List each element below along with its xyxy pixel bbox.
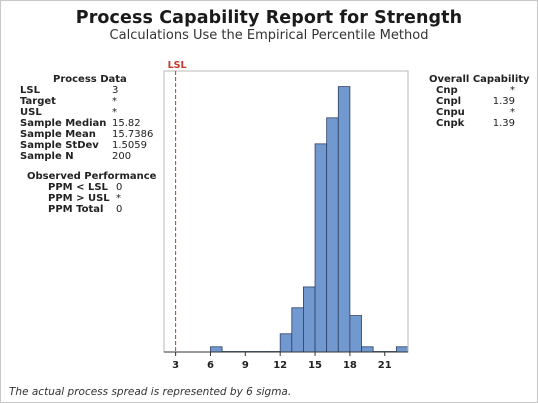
x-tick-label: 9 — [242, 360, 249, 371]
process-data-value: * — [112, 96, 117, 107]
x-tick-label: 12 — [273, 360, 287, 371]
histogram-bar — [210, 346, 223, 353]
observed-performance-label: PPM < LSL — [48, 182, 108, 193]
x-axis: 3 6 9 12 15 18 21 — [164, 351, 408, 371]
process-data-label: Sample Mean — [20, 129, 96, 140]
overall-capability-label: Cnpl — [436, 96, 462, 107]
overall-capability-label: Cnpk — [436, 118, 465, 129]
reference-lines: LSL — [168, 60, 187, 352]
observed-performance-value: * — [116, 193, 121, 204]
x-tick-label: 3 — [172, 360, 179, 371]
overall-capability-label: Cnp — [436, 85, 458, 96]
process-data-value: 1.5059 — [112, 140, 147, 151]
report-title: Process Capability Report for Strength — [75, 8, 463, 28]
lsl-label: LSL — [168, 60, 187, 71]
process-data-value: 3 — [112, 85, 119, 96]
process-data-label: LSL — [20, 85, 40, 96]
footnote: The actual process spread is represented… — [9, 386, 292, 398]
overall-capability-value: 1.39 — [492, 118, 515, 129]
observed-performance-value: 0 — [116, 204, 123, 215]
overall-capability-value: 1.39 — [492, 96, 515, 107]
process-data-value: 200 — [112, 151, 132, 162]
process-data-label: Sample N — [20, 151, 74, 162]
histogram-bar — [361, 346, 374, 353]
process-data-label: Sample Median — [20, 118, 107, 129]
process-data-label: Sample StDev — [20, 140, 99, 151]
x-tick-label: 6 — [207, 360, 214, 371]
overall-capability-label: Cnpu — [436, 107, 465, 118]
report-subtitle: Calculations Use the Empirical Percentil… — [109, 28, 429, 43]
histogram-bar — [337, 86, 351, 353]
histogram-bar — [279, 333, 293, 353]
overall-capability-heading: Overall Capability — [429, 74, 530, 85]
histogram-bar — [349, 315, 362, 353]
x-tick-label: 18 — [343, 360, 357, 371]
observed-performance-label: PPM Total — [48, 204, 104, 215]
x-tick-label: 21 — [378, 360, 392, 371]
observed-performance-heading: Observed Performance — [27, 171, 157, 182]
process-data-label: USL — [20, 107, 42, 118]
process-data-value: * — [112, 107, 117, 118]
process-data-heading: Process Data — [53, 74, 127, 85]
x-tick-label: 15 — [308, 360, 322, 371]
process-data-value: 15.82 — [112, 118, 141, 129]
histogram-bar — [291, 307, 304, 353]
observed-performance-value: 0 — [116, 182, 123, 193]
plot-frame — [163, 70, 409, 353]
histogram-bar — [395, 346, 409, 353]
histogram-bar — [314, 143, 328, 353]
overall-capability-value: * — [510, 107, 515, 118]
observed-performance-label: PPM > USL — [48, 193, 110, 204]
histogram-bar — [303, 286, 316, 353]
overall-capability-value: * — [510, 85, 515, 96]
histogram-bars — [210, 86, 409, 353]
histogram-bar — [326, 117, 339, 353]
process-data-label: Target — [20, 96, 56, 107]
process-data-value: 15.7386 — [112, 129, 154, 140]
